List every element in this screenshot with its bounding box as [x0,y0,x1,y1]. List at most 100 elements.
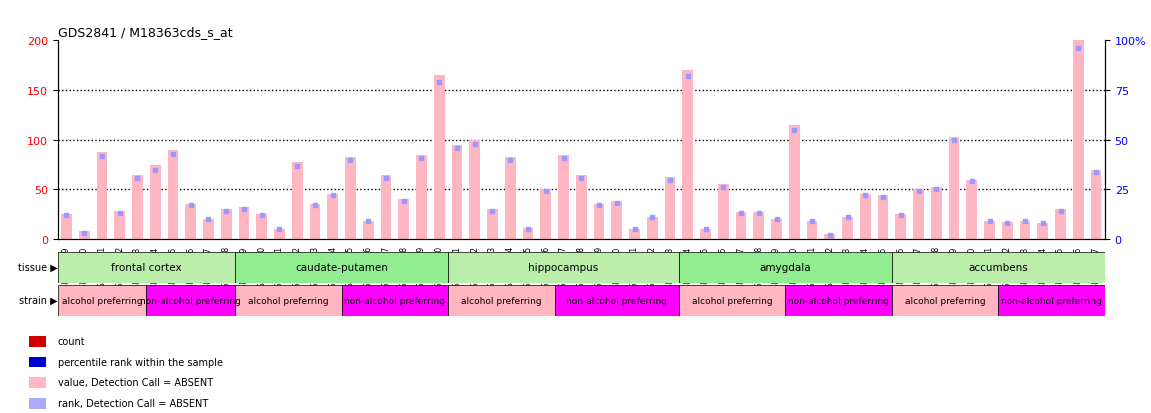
Point [412,155,430,161]
Point [465,141,483,148]
FancyBboxPatch shape [448,285,555,316]
Bar [718,185,729,240]
Point [1016,218,1035,225]
Bar [895,215,906,240]
Point [199,216,218,223]
Bar [594,205,604,240]
Bar [824,235,836,240]
FancyBboxPatch shape [235,252,448,283]
Point [359,218,378,225]
Bar [1020,222,1030,240]
Bar [788,126,800,240]
Bar [417,155,427,240]
Point [555,155,573,161]
Text: rank, Detection Call = ABSENT: rank, Detection Call = ABSENT [58,398,208,408]
Text: alcohol preferring: alcohol preferring [692,296,772,305]
Bar [61,215,71,240]
Bar [948,138,960,240]
Point [962,179,981,185]
Bar [1091,170,1102,240]
Bar [647,218,657,240]
Bar [29,377,46,388]
Bar [29,357,46,368]
FancyBboxPatch shape [235,285,342,316]
Text: non-alcohol preferring: non-alcohol preferring [140,296,241,305]
Text: GDS2841 / M18363cds_s_at: GDS2841 / M18363cds_s_at [58,26,233,39]
Text: caudate-putamen: caudate-putamen [295,262,388,273]
FancyBboxPatch shape [555,285,679,316]
Point [75,230,93,237]
Bar [1037,224,1049,240]
Point [235,206,253,213]
FancyBboxPatch shape [892,285,998,316]
Bar [345,157,356,240]
Text: accumbens: accumbens [969,262,1028,273]
Point [696,226,715,233]
Bar [451,145,463,240]
Bar [754,213,764,240]
Point [768,216,786,223]
Point [749,211,768,217]
Text: non-alcohol preferring: non-alcohol preferring [788,296,889,305]
Point [395,199,413,205]
Point [483,209,502,215]
Text: non-alcohol preferring: non-alcohol preferring [1001,296,1103,305]
Point [430,80,449,86]
Point [288,163,306,169]
Point [838,214,856,221]
Point [306,202,325,209]
Point [981,218,999,225]
FancyBboxPatch shape [679,252,892,283]
Text: alcohol preferring: alcohol preferring [905,296,985,305]
Point [58,212,76,219]
Point [856,192,875,199]
Point [714,185,732,191]
Bar [700,230,711,240]
Point [945,137,963,144]
Point [909,189,928,195]
Text: alcohol preferring: alcohol preferring [462,296,542,305]
Bar [878,196,889,240]
Bar [735,213,746,240]
Bar [913,190,924,240]
Point [927,187,945,193]
Bar [257,215,267,240]
Point [661,177,679,183]
Bar [79,232,90,240]
Bar [611,202,622,240]
Bar [97,152,107,240]
FancyBboxPatch shape [58,252,235,283]
Point [1034,221,1052,227]
Bar [292,162,303,240]
Bar [1055,210,1066,240]
Bar [931,188,942,240]
Point [128,175,146,181]
Text: tissue ▶: tissue ▶ [17,262,58,273]
Point [892,212,910,219]
Point [785,127,803,134]
Text: value, Detection Call = ABSENT: value, Detection Call = ABSENT [58,377,213,387]
Point [376,175,395,181]
Point [501,157,519,164]
Point [679,74,698,80]
Point [874,195,892,201]
Bar [381,175,391,240]
Text: non-alcohol preferring: non-alcohol preferring [566,296,668,305]
Point [93,153,112,159]
Text: strain ▶: strain ▶ [18,295,58,306]
Bar [150,165,160,240]
Bar [470,140,480,240]
FancyBboxPatch shape [146,285,235,316]
Point [536,189,555,195]
Text: amygdala: amygdala [760,262,811,273]
Bar [843,218,853,240]
Point [998,221,1016,227]
Bar [523,229,533,240]
Text: alcohol preferring: alcohol preferring [247,296,329,305]
Bar [630,230,640,240]
Bar [541,190,551,240]
Point [572,175,590,181]
Point [1069,46,1088,52]
Text: count: count [58,336,85,346]
Bar [576,175,587,240]
